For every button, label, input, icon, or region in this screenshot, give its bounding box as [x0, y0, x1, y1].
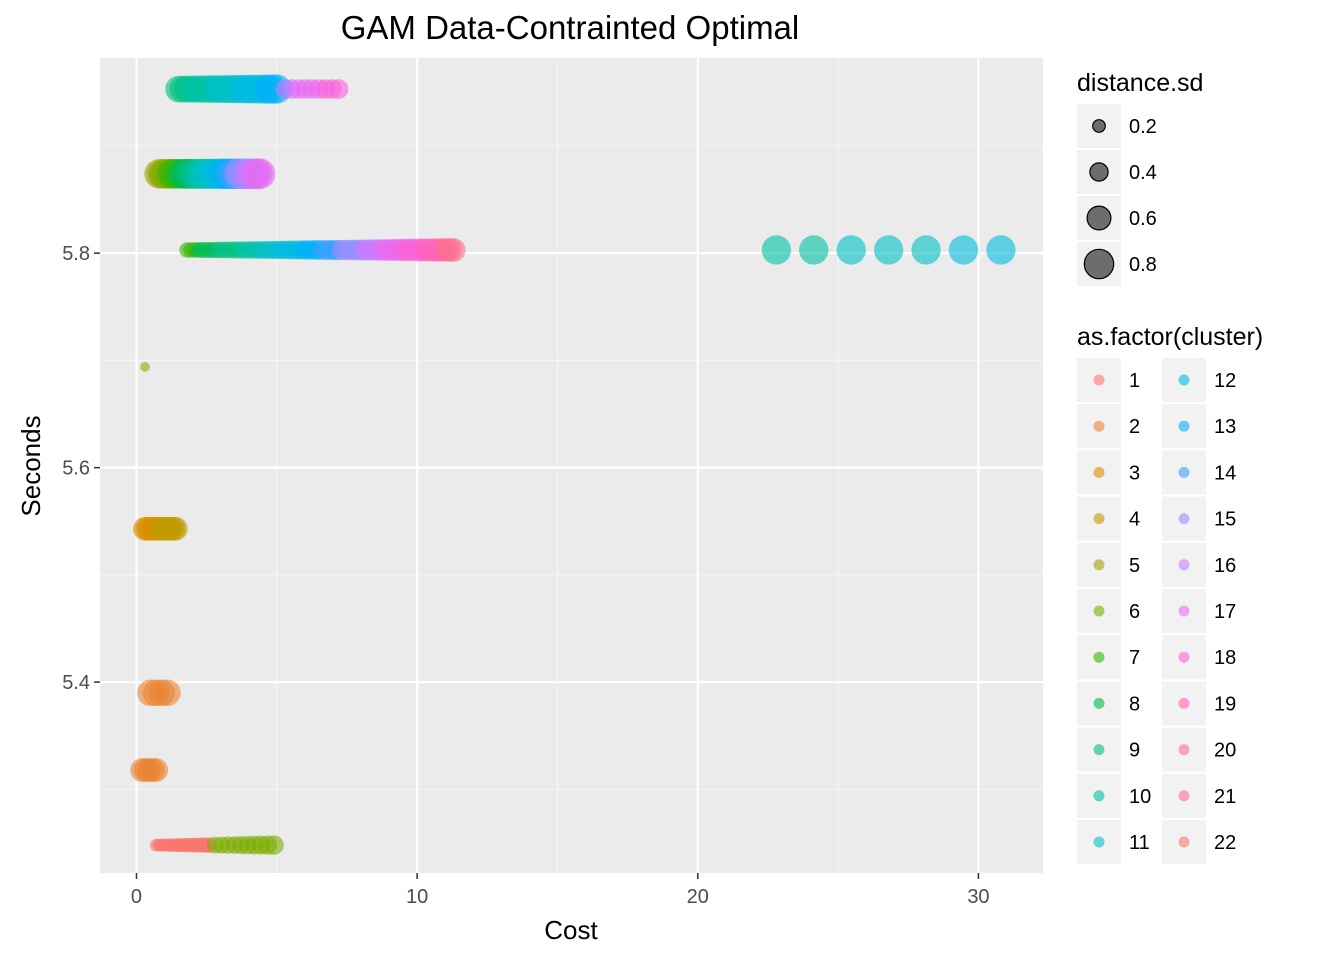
color-legend-label: 10: [1129, 786, 1151, 808]
color-legend-label: 11: [1129, 832, 1150, 854]
color-legend-symbol: [1178, 559, 1190, 571]
color-legend-label: 12: [1214, 370, 1236, 392]
color-legend-label: 13: [1214, 416, 1236, 438]
color-legend-label: 16: [1214, 555, 1236, 577]
color-legend-label: 1: [1129, 370, 1140, 392]
color-legend-symbol: [1178, 420, 1190, 432]
color-legend-label: 18: [1214, 647, 1236, 669]
color-legend-label: 17: [1214, 601, 1236, 623]
size-legend-symbol: [1086, 205, 1112, 231]
color-legend: as.factor(cluster) 123456789101112131415…: [1077, 323, 1263, 864]
data-point: [761, 235, 792, 265]
color-legend-symbol: [1093, 513, 1105, 525]
size-legend: distance.sd 0.2 0.4 0.6 0.8: [1077, 69, 1203, 286]
color-legend-label: 8: [1129, 693, 1140, 715]
color-legend-label: 5: [1129, 555, 1140, 577]
plot-panel: [100, 58, 1043, 873]
color-legend-symbol: [1093, 605, 1105, 617]
size-legend-label: 0.4: [1129, 162, 1157, 184]
size-legend-label: 0.8: [1129, 254, 1157, 276]
color-legend-symbol: [1178, 836, 1190, 848]
data-point: [140, 361, 150, 372]
x-tick-label: 0: [131, 886, 142, 908]
color-legend-label: 7: [1129, 647, 1140, 669]
color-legend-label: 3: [1129, 462, 1140, 484]
color-legend-symbol: [1178, 374, 1190, 386]
data-point: [911, 235, 941, 265]
color-legend-label: 9: [1129, 740, 1140, 762]
color-legend-label: 6: [1129, 601, 1140, 623]
data-point: [986, 235, 1016, 265]
color-legend-symbol: [1178, 605, 1190, 617]
data-point: [799, 235, 829, 265]
x-tick-label: 10: [406, 886, 428, 908]
color-legend-symbol: [1093, 559, 1105, 571]
size-legend-title: distance.sd: [1077, 69, 1203, 97]
data-point: [264, 835, 284, 855]
color-legend-symbol: [1178, 790, 1190, 802]
data-point: [163, 516, 188, 541]
x-axis-ticks: 0 10 20 30: [131, 873, 990, 908]
color-legend-label: 21: [1214, 786, 1236, 808]
data-point: [873, 235, 904, 265]
data-points: [130, 74, 1016, 855]
color-legend-symbol: [1093, 374, 1105, 386]
data-point: [244, 158, 276, 190]
color-legend-label: 15: [1214, 509, 1236, 531]
major-gridlines: [100, 58, 1043, 873]
y-tick-label: 5.8: [62, 243, 90, 265]
data-point: [441, 238, 466, 262]
color-legend-symbol: [1178, 744, 1190, 756]
color-legend-symbol: [1093, 744, 1105, 756]
y-tick-label: 5.4: [62, 672, 90, 694]
size-legend-symbol: [1083, 248, 1115, 280]
color-legend-symbol: [1093, 651, 1105, 663]
size-legend-symbol: [1089, 162, 1109, 182]
x-tick-label: 30: [967, 886, 989, 908]
data-point: [948, 235, 979, 265]
color-legend-label: 20: [1214, 740, 1236, 762]
data-point: [328, 79, 349, 99]
color-legend-label: 14: [1214, 462, 1236, 484]
data-point: [144, 758, 169, 782]
color-legend-title: as.factor(cluster): [1077, 323, 1263, 351]
size-legend-symbol: [1092, 119, 1106, 133]
chart-title: GAM Data-Contrainted Optimal: [341, 9, 800, 46]
data-point: [836, 235, 866, 265]
color-legend-label: 22: [1214, 832, 1236, 854]
data-point: [154, 679, 181, 707]
y-tick-label: 5.6: [62, 458, 90, 480]
color-legend-symbol: [1178, 466, 1190, 478]
x-axis-title: Cost: [544, 915, 598, 945]
minor-gridlines: [100, 58, 1043, 873]
color-legend-label: 2: [1129, 416, 1140, 438]
color-legend-symbol: [1093, 836, 1105, 848]
color-legend-symbol: [1093, 466, 1105, 478]
color-legend-symbol: [1093, 420, 1105, 432]
color-legend-label: 19: [1214, 693, 1236, 715]
color-legend-symbol: [1178, 513, 1190, 525]
color-legend-symbol: [1178, 697, 1190, 709]
color-legend-symbol: [1093, 697, 1105, 709]
size-legend-label: 0.2: [1129, 116, 1157, 138]
color-legend-symbol: [1178, 651, 1190, 663]
size-legend-label: 0.6: [1129, 208, 1157, 230]
y-axis-ticks: 5.4 5.6 5.8: [62, 243, 100, 694]
color-legend-symbol: [1093, 790, 1105, 802]
x-tick-label: 20: [687, 886, 709, 908]
y-axis-title: Seconds: [16, 415, 46, 516]
color-legend-label: 4: [1129, 509, 1140, 531]
